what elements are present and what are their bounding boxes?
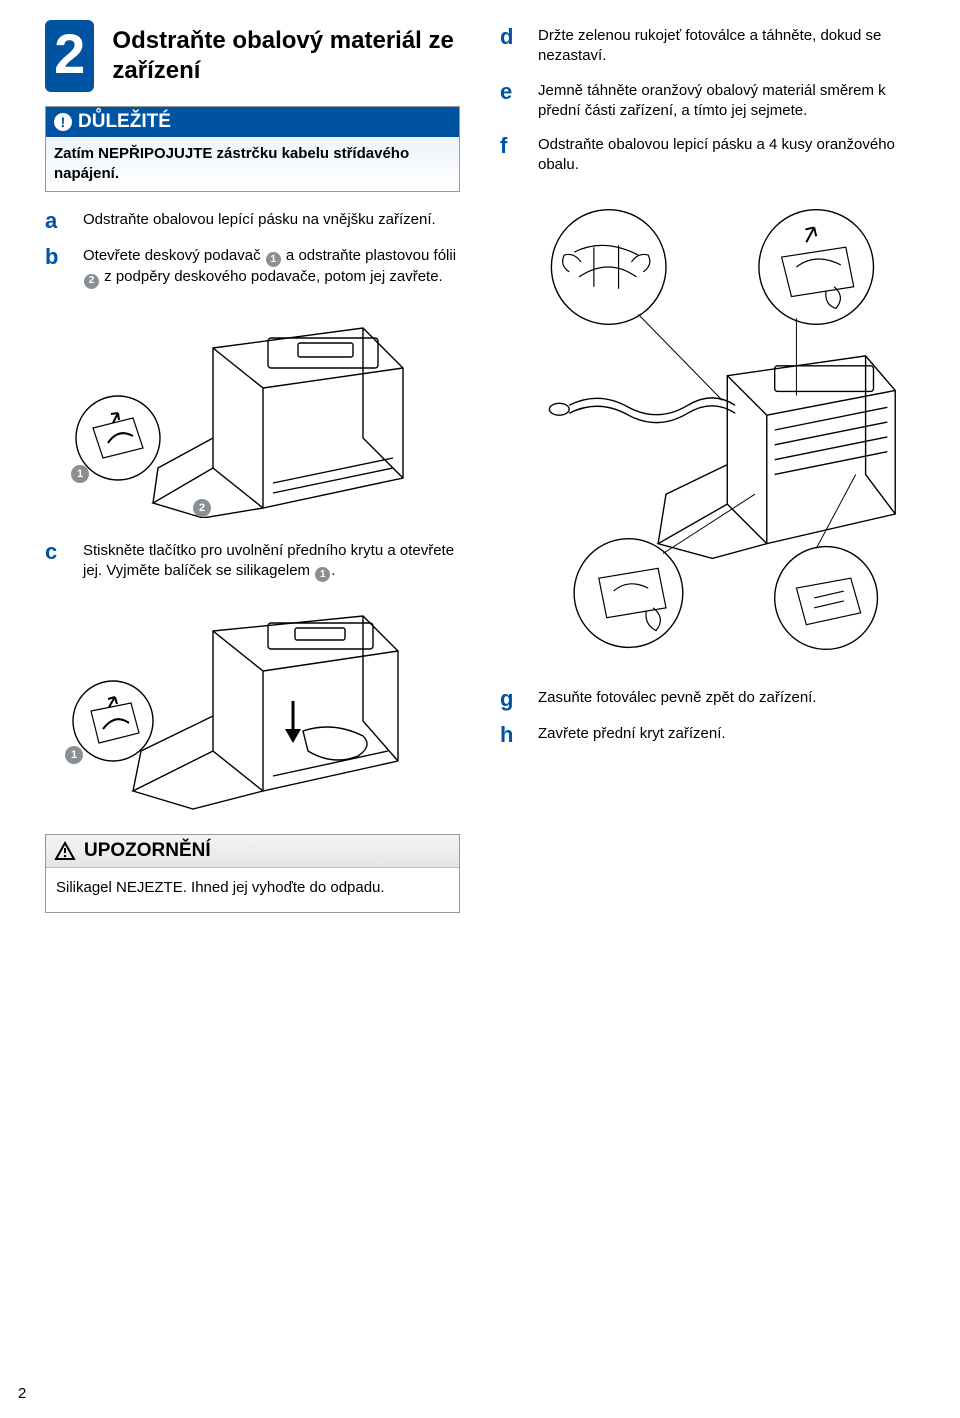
substep-text: Stiskněte tlačítko pro uvolnění předního…: [83, 541, 460, 583]
substep-text: Zavřete přední kryt zařízení.: [538, 724, 915, 746]
substep-text: Držte zelenou rukojeť fotoválce a táhnět…: [538, 26, 915, 67]
page-number: 2: [18, 1385, 26, 1402]
substep-b: b Otevřete deskový podavač 1 a odstraňte…: [45, 246, 460, 289]
substep-e: e Jemně táhněte oranžový obalový materiá…: [500, 81, 915, 122]
illustration-b: 1 2: [45, 303, 460, 523]
substep-text: Otevřete deskový podavač 1 a odstraňte p…: [83, 246, 460, 289]
substep-c: c Stiskněte tlačítko pro uvolnění přední…: [45, 541, 460, 583]
step-title: Odstraňte obalový materiál ze zařízení: [112, 20, 460, 86]
text-fragment: .: [331, 562, 335, 579]
caution-box: UPOZORNĚNÍ Silikagel NEJEZTE. Ihned jej …: [45, 834, 460, 913]
caution-header: UPOZORNĚNÍ: [46, 835, 459, 868]
caution-icon: [54, 841, 76, 861]
text-fragment: z podpěry deskového podavače, potom jej …: [100, 268, 443, 285]
text-fragment: Otevřete deskový podavač: [83, 247, 265, 264]
illustration-c: 1: [45, 596, 460, 816]
circled-number-icon: 2: [84, 274, 99, 289]
caution-body: Silikagel NEJEZTE. Ihned jej vyhoďte do …: [46, 868, 459, 912]
substep-f: f Odstraňte obalovou lepicí pásku a 4 ku…: [500, 135, 915, 176]
substep-h: h Zavřete přední kryt zařízení.: [500, 724, 915, 746]
important-label: DŮLEŽITÉ: [78, 111, 171, 133]
substep-letter: c: [45, 541, 67, 583]
substep-g: g Zasuňte fotoválec pevně zpět do zaříze…: [500, 688, 915, 710]
callout-badge-1: 1: [65, 746, 83, 764]
text-fragment: Stiskněte tlačítko pro uvolnění předního…: [83, 542, 454, 579]
step-number: 2: [45, 20, 94, 92]
step-header: 2 Odstraňte obalový materiál ze zařízení: [45, 20, 460, 92]
substep-letter: d: [500, 26, 522, 67]
substep-a: a Odstraňte obalovou lepící pásku na vně…: [45, 210, 460, 232]
important-box: ! DŮLEŽITÉ Zatím NEPŘIPOJUJTE zástrčku k…: [45, 106, 460, 192]
important-icon: !: [54, 113, 72, 131]
illustration-def: [500, 190, 915, 670]
substep-text: Zasuňte fotoválec pevně zpět do zařízení…: [538, 688, 915, 710]
circled-number-icon: 1: [266, 252, 281, 267]
substep-text: Odstraňte obalovou lepící pásku na vnějš…: [83, 210, 460, 232]
substep-text: Jemně táhněte oranžový obalový materiál …: [538, 81, 915, 122]
substep-text: Odstraňte obalovou lepicí pásku a 4 kusy…: [538, 135, 915, 176]
substep-d: d Držte zelenou rukojeť fotoválce a táhn…: [500, 26, 915, 67]
substep-letter: e: [500, 81, 522, 122]
important-body: Zatím NEPŘIPOJUJTE zástrčku kabelu stříd…: [46, 138, 459, 191]
substep-letter: b: [45, 246, 67, 289]
callout-badge-1: 1: [71, 465, 89, 483]
substep-letter: g: [500, 688, 522, 710]
substep-letter: f: [500, 135, 522, 176]
important-header: ! DŮLEŽITÉ: [46, 107, 459, 138]
substep-letter: a: [45, 210, 67, 232]
text-fragment: a odstraňte plastovou fólii: [282, 247, 456, 264]
substep-letter: h: [500, 724, 522, 746]
circled-number-icon: 1: [315, 567, 330, 582]
callout-badge-2: 2: [193, 499, 211, 517]
caution-label: UPOZORNĚNÍ: [84, 840, 211, 862]
